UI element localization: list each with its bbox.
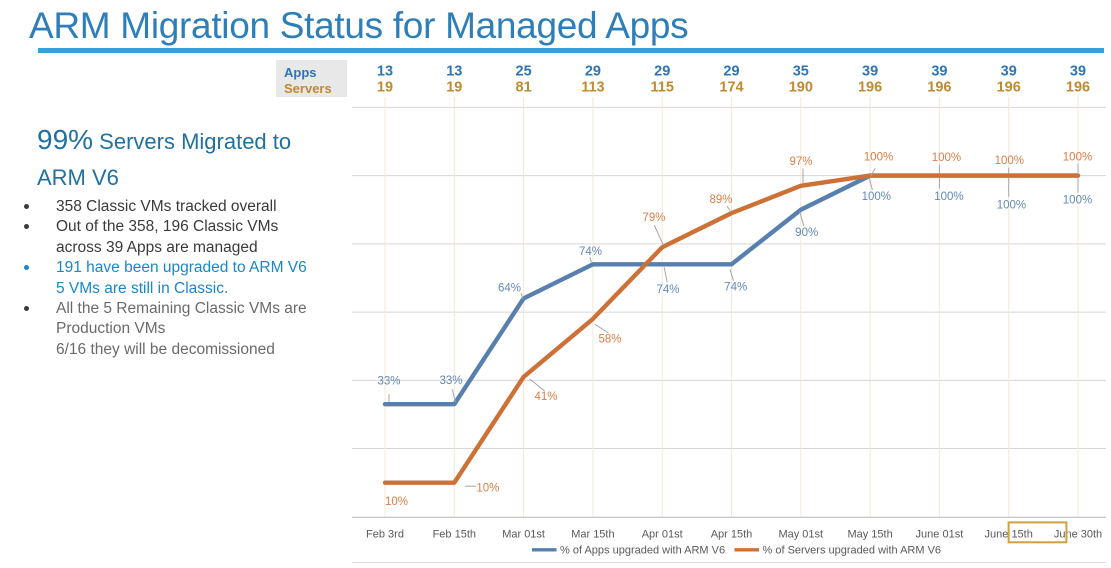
- label-leader-line: [799, 211, 805, 227]
- bullet-item: 191 have been upgraded to ARM V6 5 VMs ar…: [22, 258, 332, 299]
- data-label: 33%: [439, 375, 462, 387]
- data-label: 41%: [534, 391, 557, 403]
- data-label: 100%: [934, 191, 963, 203]
- bullet-line: 358 Classic VMs tracked overall: [56, 198, 277, 215]
- bullet-dot: [24, 265, 29, 271]
- data-label: 100%: [997, 199, 1026, 211]
- bullet-line: All the 5 Remaining Classic VMs are: [56, 300, 307, 318]
- data-label: 10%: [385, 496, 408, 508]
- x-axis-label: May 15th: [847, 529, 892, 541]
- data-label: 100%: [1063, 152, 1092, 164]
- bullet-line: 6/16 they will be decomissioned: [56, 340, 275, 358]
- apps-count: 39: [1001, 64, 1017, 80]
- bullet-item: 358 Classic VMs tracked overall: [22, 197, 332, 217]
- label-leader-line: [868, 178, 873, 191]
- headline-line2: ARM V6: [37, 164, 119, 190]
- headline-stat: 99%: [37, 124, 94, 155]
- data-label: 79%: [642, 212, 665, 224]
- apps-count: 25: [516, 64, 532, 80]
- label-leader-line: [729, 269, 734, 281]
- apps-count: 29: [654, 64, 670, 80]
- label-leader-line: [726, 205, 732, 213]
- data-label: 33%: [377, 376, 400, 388]
- x-axis-label: Feb 15th: [433, 529, 476, 541]
- data-label: 74%: [656, 284, 679, 296]
- servers-count: 113: [581, 80, 604, 96]
- x-axis-label: June 30th: [1054, 529, 1102, 541]
- apps-count: 13: [446, 64, 462, 80]
- bullet-item: All the 5 Remaining Classic VMs are Produ…: [22, 299, 332, 360]
- label-leader-line: [594, 323, 609, 334]
- servers-count: 19: [377, 80, 393, 96]
- data-label: 100%: [1063, 195, 1092, 207]
- servers-row-label: Servers: [284, 81, 332, 96]
- counts-legend-box: Apps Servers: [276, 60, 347, 97]
- legend-label: % of Apps upgraded with ARM V6: [560, 545, 725, 557]
- data-label: 100%: [864, 152, 893, 164]
- x-axis-label: Apr 15th: [711, 529, 753, 541]
- bullet-line: across 39 Apps are managed: [56, 238, 258, 256]
- data-label: 74%: [724, 282, 747, 294]
- bullet-dot: [24, 204, 29, 209]
- servers-count: 196: [1066, 80, 1090, 96]
- data-label: 64%: [498, 283, 521, 295]
- highlight-box: [1007, 521, 1068, 544]
- data-label: 100%: [995, 155, 1024, 167]
- data-label: 89%: [709, 194, 732, 206]
- data-label: 100%: [932, 152, 961, 164]
- label-leader-line: [870, 168, 876, 176]
- label-leader-line: [653, 225, 664, 245]
- servers-count: 196: [858, 80, 882, 96]
- bullet-line: 5 VMs are still in Classic.: [56, 279, 229, 297]
- x-axis-label: Apr 01st: [642, 529, 683, 541]
- label-leader-line: [589, 257, 592, 263]
- data-label: 58%: [598, 334, 621, 346]
- data-label: 74%: [579, 246, 602, 258]
- data-label: 100%: [862, 191, 891, 203]
- x-axis-label: May 01st: [778, 529, 823, 541]
- servers-count: 19: [446, 80, 462, 96]
- apps-count: 35: [793, 64, 809, 80]
- servers-count: 190: [789, 80, 813, 96]
- bullet-dot: [24, 306, 29, 312]
- label-leader-line: [529, 378, 545, 392]
- label-leader-line: [451, 389, 456, 403]
- servers-count: 174: [719, 80, 743, 96]
- bullet-line: Out of the 358, 196 Classic VMs: [56, 218, 279, 236]
- servers-count: 196: [997, 80, 1021, 96]
- x-axis-label: Mar 01st: [502, 529, 545, 541]
- bullet-line: 191 have been upgraded to ARM V6: [56, 259, 307, 277]
- servers-count: 115: [650, 80, 673, 96]
- data-label: 97%: [789, 156, 812, 168]
- bullet-line: Production VMs: [56, 320, 166, 338]
- apps-count: 39: [862, 64, 878, 80]
- data-label: 10%: [476, 483, 499, 495]
- label-leader-line: [520, 292, 524, 300]
- servers-count: 196: [927, 80, 951, 96]
- apps-count: 39: [1070, 64, 1086, 80]
- headline-text: Servers Migrated to: [93, 129, 292, 154]
- data-label: 90%: [795, 227, 818, 239]
- apps-count: 13: [377, 64, 393, 80]
- headline: 99% Servers Migrated to ARM V6: [37, 124, 291, 197]
- slide-title: ARM Migration Status for Managed Apps: [29, 5, 689, 46]
- x-axis-label: Feb 3rd: [366, 529, 404, 541]
- summary-bullets: 358 Classic VMs tracked overall Out of th…: [22, 197, 332, 360]
- apps-count: 29: [723, 64, 739, 80]
- legend-label: % of Servers upgraded with ARM V6: [763, 545, 942, 557]
- x-axis-label: June 01st: [916, 529, 964, 541]
- apps-row-label: Apps: [284, 65, 317, 80]
- servers-count: 81: [516, 80, 532, 96]
- title-underline: [38, 48, 1104, 53]
- bullet-item: Out of the 358, 196 Classic VMs across 39…: [22, 217, 332, 258]
- apps-count: 39: [931, 64, 947, 80]
- bullet-dot: [24, 224, 29, 230]
- series-line-servers: [382, 173, 1081, 485]
- label-leader-line: [663, 267, 668, 283]
- x-axis-label: Mar 15th: [571, 529, 614, 541]
- apps-count: 29: [585, 64, 601, 80]
